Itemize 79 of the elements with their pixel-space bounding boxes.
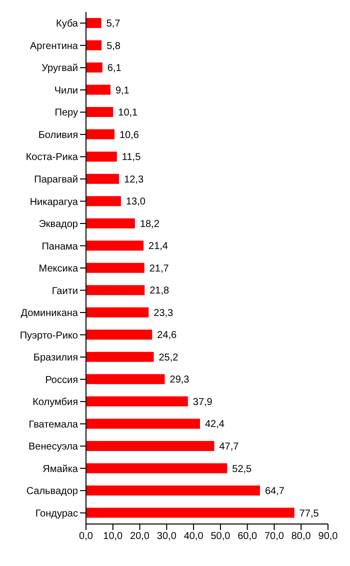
data-label: 24,6 [157, 330, 178, 342]
bar [86, 240, 144, 251]
data-label: 29,3 [170, 374, 190, 386]
x-tick-label: 0,0 [79, 531, 94, 542]
data-label: 42,4 [205, 419, 225, 430]
x-tick-label: 10,0 [103, 531, 124, 542]
y-tick-label: Пуэрто-Рико [20, 330, 78, 342]
y-tick-label: Уругвай [42, 63, 78, 74]
data-label: 21,8 [150, 286, 170, 297]
bar [86, 285, 145, 296]
data-label: 21,7 [149, 263, 170, 274]
y-tick-label: Куба [56, 18, 78, 30]
y-tick-label: Бразилия [33, 352, 78, 364]
x-tick-label: 20,0 [130, 531, 150, 542]
y-tick-label: Доминикана [20, 308, 78, 320]
data-label: 10,1 [118, 108, 138, 119]
y-tick-label: Гаити [52, 286, 78, 297]
y-tick-label: Колумбия [32, 397, 78, 408]
data-label: 9,1 [115, 85, 130, 96]
bar [86, 307, 149, 318]
bar [86, 152, 117, 162]
bar [86, 463, 228, 474]
data-label: 52,5 [232, 464, 252, 475]
data-label: 6,1 [107, 63, 122, 74]
bar [86, 330, 152, 340]
y-tick-label: Гондурас [35, 508, 78, 520]
y-tick-label: Никарагуа [30, 196, 78, 208]
x-tick-label: 50,0 [210, 531, 231, 542]
data-label: 47,7 [219, 442, 240, 453]
data-label: 13,0 [126, 196, 146, 208]
data-label: 5,8 [106, 40, 121, 52]
y-tick-label: Парагвай [34, 174, 78, 186]
bar [86, 107, 114, 118]
data-label: 5,7 [106, 18, 121, 30]
bar [86, 374, 165, 384]
y-tick-label: Панама [42, 241, 78, 252]
data-label: 23,3 [154, 308, 174, 319]
bar [86, 18, 102, 28]
data-label: 18,2 [140, 218, 160, 230]
data-label: 25,2 [158, 352, 179, 364]
x-tick-label: 70,0 [264, 531, 284, 542]
data-label: 11,5 [122, 152, 142, 164]
x-tick-label: 30,0 [156, 531, 177, 542]
bar [86, 440, 214, 451]
bar [86, 262, 144, 273]
y-tick-label: Чили [54, 85, 78, 96]
y-tick-label: Россия [45, 374, 78, 386]
data-label: 37,9 [192, 396, 213, 408]
bar [86, 508, 294, 518]
bar [86, 485, 260, 496]
data-label: 64,7 [264, 486, 285, 498]
bar [86, 129, 114, 140]
data-label: 12,3 [124, 174, 144, 186]
y-tick-label: Эквадор [38, 219, 78, 230]
x-tick-label: 90,0 [318, 531, 338, 542]
bar [86, 62, 102, 73]
data-label: 21,4 [148, 241, 168, 252]
bar [86, 174, 120, 184]
bar [86, 196, 121, 206]
x-tick-label: 40,0 [184, 531, 204, 542]
bar [86, 396, 188, 406]
y-tick-label: Боливия [38, 130, 78, 141]
y-tick-label: Коста-Рика [26, 152, 78, 164]
bar [86, 218, 135, 228]
x-tick-label: 80,0 [291, 531, 312, 542]
data-label: 10,6 [120, 130, 140, 141]
bar [86, 40, 102, 50]
bar [86, 84, 110, 95]
y-tick-label: Сальвадор [26, 486, 78, 498]
y-tick-label: Ямайка [42, 464, 78, 475]
y-tick-label: Венесуэла [28, 442, 78, 453]
bar [86, 352, 154, 362]
y-tick-label: Перу [54, 108, 78, 119]
data-label: 77,5 [299, 508, 320, 520]
y-tick-label: Гватемала [28, 419, 78, 430]
bar [86, 418, 200, 429]
y-tick-label: Мексика [38, 264, 78, 275]
x-tick-label: 60,0 [238, 531, 258, 542]
y-tick-label: Аргентина [30, 40, 78, 52]
